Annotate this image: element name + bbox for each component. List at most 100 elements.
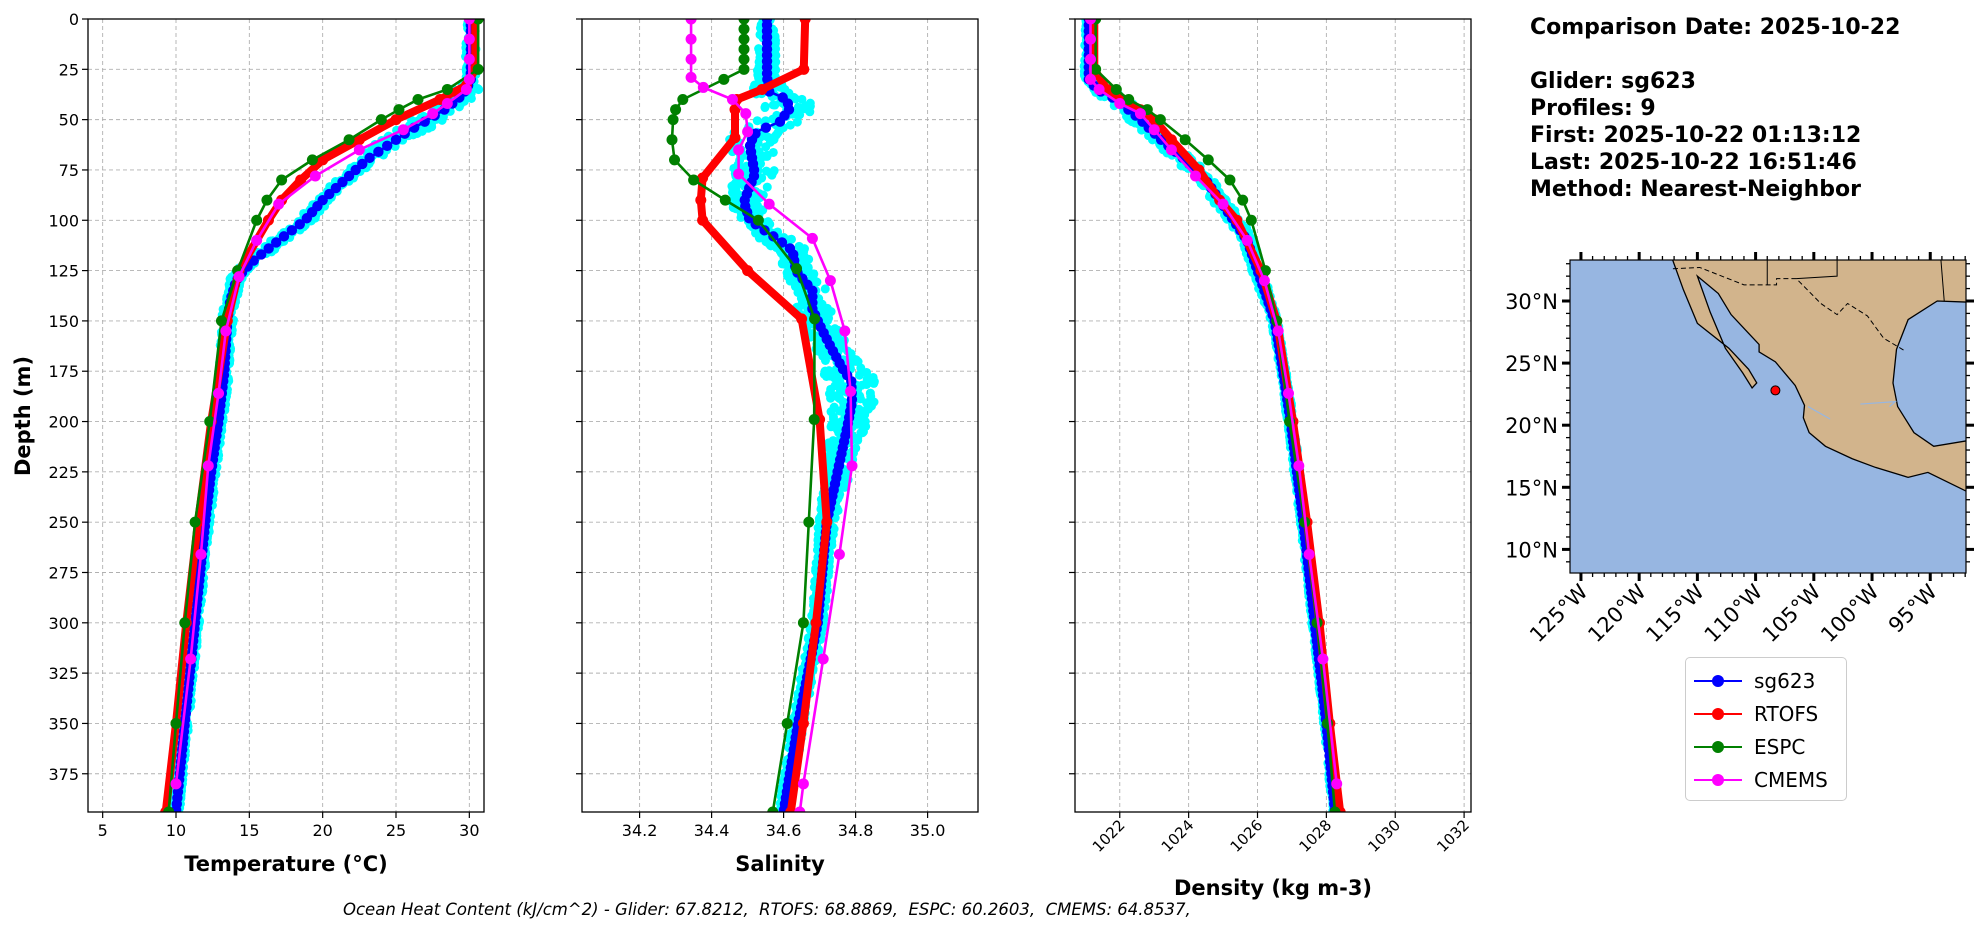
series-espc-marker [803, 516, 815, 528]
glider-raw-point [761, 142, 771, 152]
series-cmems-marker [824, 275, 836, 287]
series-cmems-line [1089, 19, 1338, 784]
legend: sg623 RTOFS ESPC CMEMS [1685, 657, 1847, 801]
series-cmems-marker [833, 548, 845, 560]
series-espc-marker [472, 63, 484, 75]
series-espc-marker [688, 174, 700, 186]
series-sg623-line [1087, 19, 1337, 812]
series-cmems-marker [845, 385, 857, 397]
series-espc-marker [738, 19, 750, 25]
series-cmems-marker [685, 33, 697, 45]
glider-raw-point [855, 370, 865, 380]
glider-raw-point [805, 107, 815, 117]
land [1671, 260, 1966, 492]
river [1807, 406, 1831, 420]
series-espc-marker [1224, 174, 1236, 186]
series-cmems-marker [685, 19, 697, 25]
series-cmems-marker [1272, 325, 1284, 337]
legend-label: CMEMS [1754, 767, 1828, 792]
series-sg623-marker [337, 176, 348, 188]
series-espc-marker [797, 617, 809, 629]
glider-raw-point [823, 316, 833, 326]
series-cmems-marker [220, 325, 232, 337]
international-border [1672, 266, 1905, 352]
series-espc-marker [670, 104, 682, 116]
river [1860, 400, 1898, 408]
x-tick-label: 34.2 [622, 821, 658, 840]
glider-raw-point [833, 506, 843, 516]
profile-count: Profiles: 9 [1530, 96, 1656, 121]
series-espc-marker [163, 806, 175, 812]
location-map: 10°N 15°N 20°N 25°N 30°N 125°W120°W115°W110°W… [1505, 252, 1974, 647]
series-espc-marker [412, 94, 424, 106]
depth-axis-label: Depth (m) [11, 356, 35, 476]
series-rtofs-marker [810, 617, 822, 629]
series-rtofs-marker [390, 114, 402, 126]
plot-area [666, 19, 879, 812]
series-cmems-marker [1114, 98, 1126, 110]
y-tick-label: 100 [48, 211, 79, 230]
series-cmems-marker [1217, 198, 1229, 210]
series-sg623-marker [343, 170, 355, 182]
series-rtofs-marker [295, 174, 307, 186]
series-rtofs-line [1090, 19, 1345, 812]
series-espc-marker [472, 19, 484, 25]
series-cmems-marker [1303, 548, 1315, 560]
glider-raw-point [862, 380, 872, 390]
lat-tick-label: 30°N [1505, 290, 1558, 314]
lat-tick-label: 25°N [1505, 352, 1558, 376]
lon-tick-label: 100°W [1816, 579, 1884, 647]
x-tick-label: 1030 [1364, 816, 1404, 856]
series-rtofs-marker [797, 717, 809, 729]
glider-raw-point [466, 93, 476, 103]
series-rtofs-marker [742, 265, 754, 277]
map-frame [1569, 259, 1967, 574]
lat-tick-label: 15°N [1505, 476, 1558, 500]
series-cmems-marker [170, 778, 182, 790]
axes-frame [581, 18, 979, 813]
glider-raw-point [821, 371, 831, 381]
series-cmems-marker [463, 19, 475, 25]
series-cmems-marker [740, 108, 752, 120]
x-tick-label: 34.8 [838, 821, 874, 840]
salinity-panel: 34.2 34.4 34.6 34.8 35.0 [576, 18, 979, 840]
series-rtofs-line [696, 19, 831, 812]
series-cmems-marker [427, 108, 439, 120]
series-cmems-marker [839, 325, 851, 337]
x-tick-label: 1032 [1433, 816, 1473, 856]
y-tick-label: 250 [48, 513, 79, 532]
series-espc-marker [738, 53, 750, 65]
series-cmems-marker [251, 234, 263, 246]
salinity-axis-label: Salinity [735, 852, 825, 876]
series-sg623-marker [278, 231, 290, 242]
series-espc-marker [1123, 94, 1135, 106]
x-tick-label: 15 [239, 821, 259, 840]
series-cmems-marker [463, 73, 475, 85]
series-cmems-marker [202, 460, 214, 472]
series-espc-marker [261, 194, 273, 206]
series-rtofs-marker [353, 134, 365, 146]
series-cmems-marker [1241, 234, 1253, 246]
series-rtofs-marker [756, 83, 768, 95]
series-cmems-marker [195, 548, 207, 560]
series-rtofs-marker [729, 132, 741, 144]
y-tick-label: 50 [59, 111, 79, 130]
legend-label: RTOFS [1754, 701, 1819, 726]
series-espc-marker [1090, 63, 1102, 75]
series-rtofs-marker [799, 19, 811, 25]
method: Method: Nearest-Neighbor [1530, 177, 1861, 202]
y-tick-label: 125 [48, 262, 79, 281]
y-tick-label: 375 [48, 765, 79, 784]
series-cmems-marker [441, 98, 453, 110]
y-tick-label: 300 [48, 614, 79, 633]
lon-tick-label: 125°W [1525, 579, 1593, 647]
lon-tick-label: 110°W [1700, 579, 1768, 647]
series-espc-line [1094, 19, 1337, 812]
glider-raw-point [869, 378, 879, 388]
lon-tick-label: 115°W [1641, 579, 1709, 647]
glider-raw-point [437, 115, 447, 125]
series-rtofs-line [161, 19, 480, 812]
series-sg623-marker [760, 122, 772, 133]
series-rtofs-marker [695, 194, 707, 206]
series-espc-marker [669, 154, 681, 166]
